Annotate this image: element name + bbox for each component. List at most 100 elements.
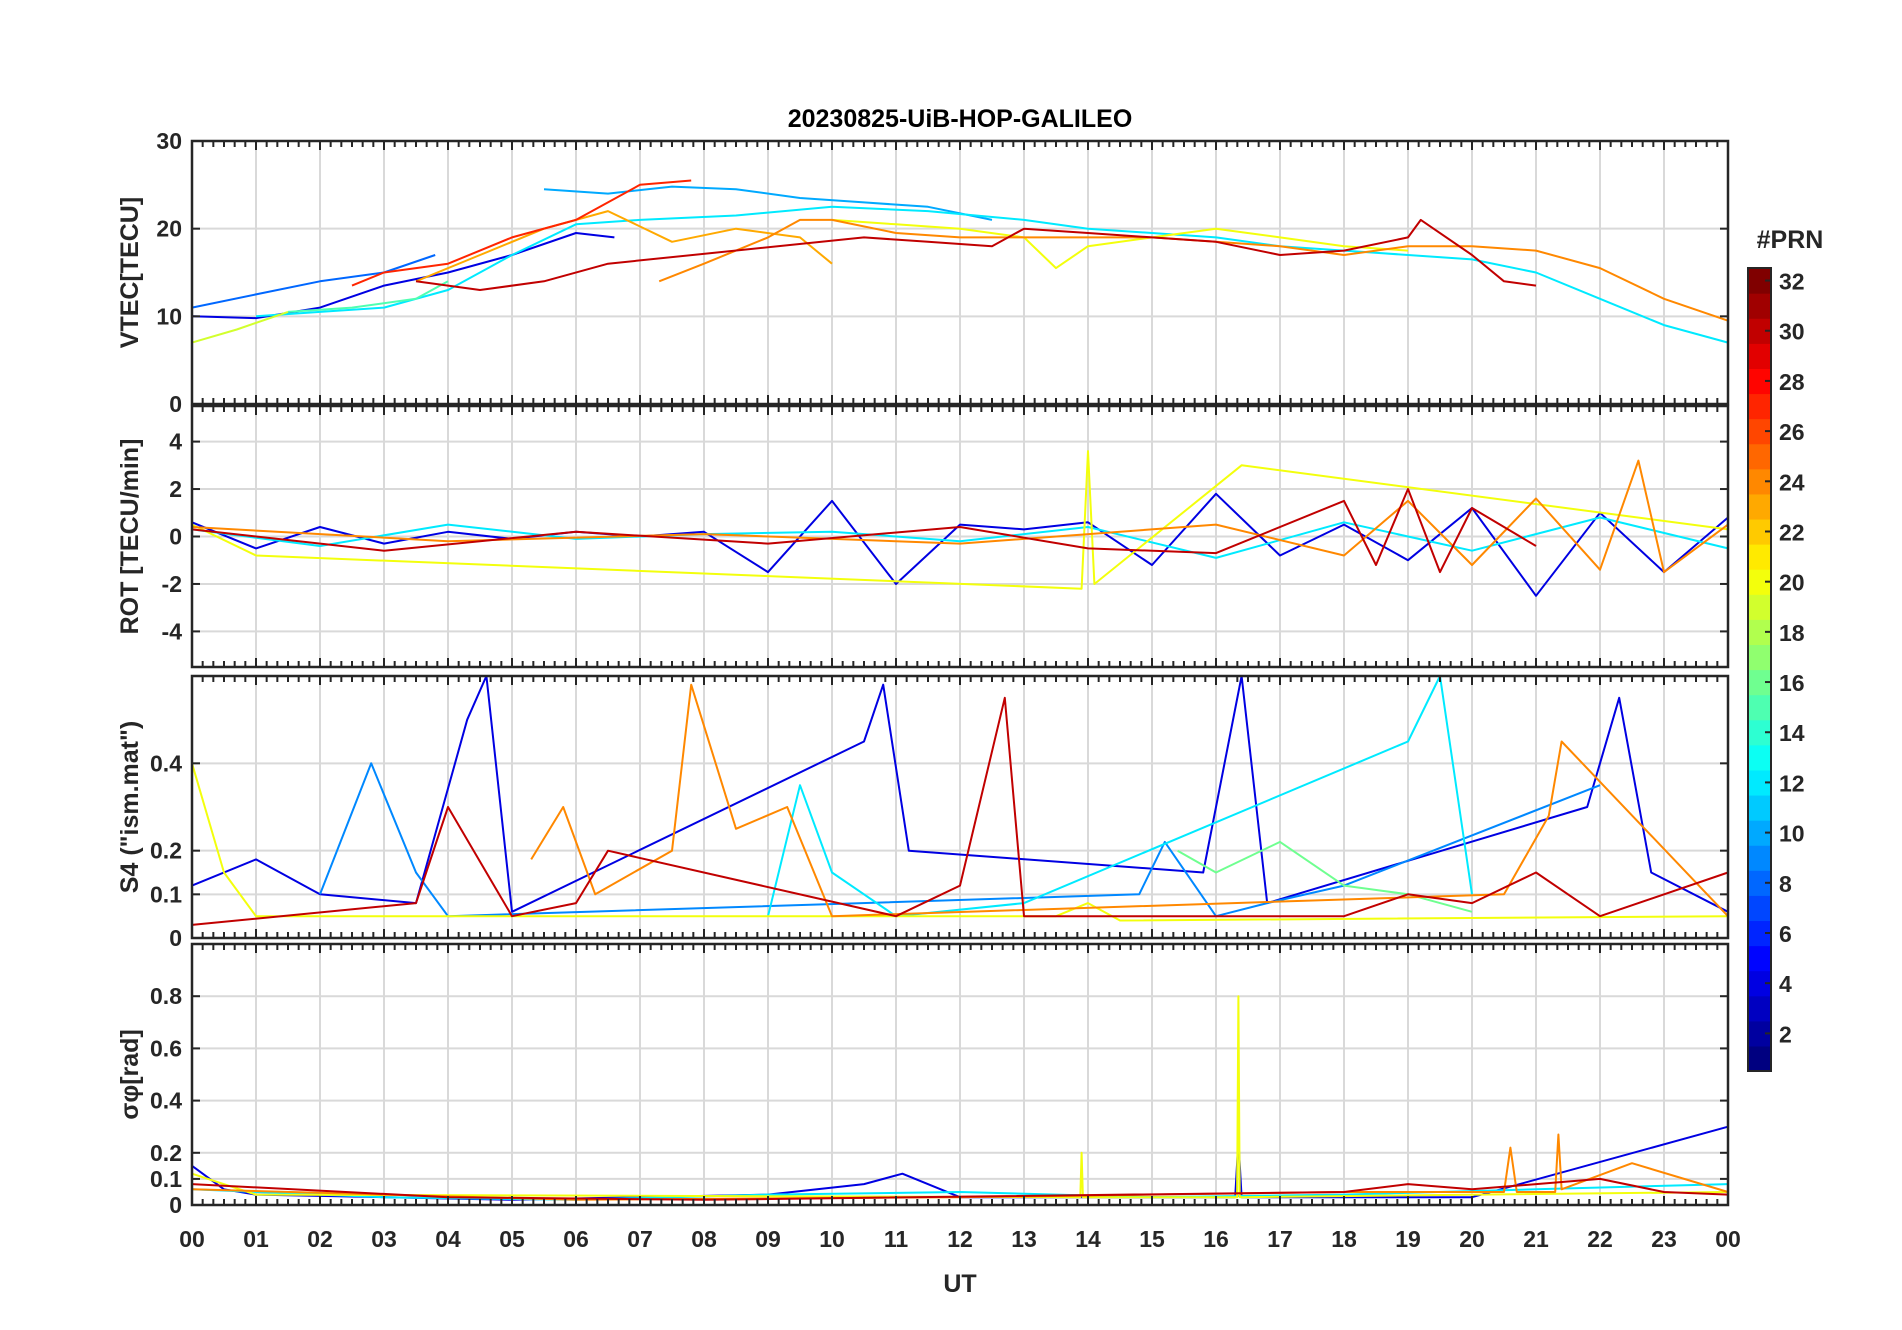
y-tick-label: 0.1 bbox=[150, 881, 182, 907]
colorbar-band bbox=[1748, 368, 1771, 395]
series-line-prn-15 bbox=[287, 280, 449, 313]
x-tick-label: 16 bbox=[1203, 1226, 1229, 1252]
series-line-prn-12 bbox=[767, 675, 1473, 918]
x-tick-label: 07 bbox=[627, 1226, 653, 1252]
x-tick-label: 11 bbox=[884, 1226, 909, 1252]
colorbar-tick-label: 24 bbox=[1779, 469, 1805, 495]
series-line-prn-10 bbox=[543, 185, 993, 221]
panel-s4: 0 0.1 0.2 0.4S4 ("ism.mat") bbox=[116, 674, 1730, 951]
colorbar-band bbox=[1748, 619, 1771, 646]
series-line-prn-9 bbox=[319, 762, 1601, 918]
x-tick-label: 05 bbox=[499, 1226, 525, 1252]
panel-sigma-phi: 00.10.2 0.4 0.6 0.8σφ[rad] bbox=[116, 942, 1730, 1218]
colorbar-tick-label: 12 bbox=[1779, 770, 1805, 796]
colorbar-tick-label: 16 bbox=[1779, 670, 1805, 696]
y-tick-label: 0 bbox=[169, 524, 182, 550]
colorbar-band bbox=[1748, 970, 1771, 997]
y-axis-label: σφ[rad] bbox=[116, 1029, 144, 1120]
y-tick-label: 2 bbox=[169, 476, 182, 502]
x-tick-label: 18 bbox=[1331, 1226, 1357, 1252]
colorbar-band bbox=[1748, 845, 1771, 871]
x-tick-label: 22 bbox=[1587, 1226, 1613, 1252]
y-tick-label: 10 bbox=[156, 303, 182, 329]
x-tick-label: 17 bbox=[1267, 1226, 1293, 1252]
y-tick-label: 0 bbox=[169, 1192, 182, 1218]
x-tick-label: 02 bbox=[307, 1226, 333, 1252]
x-tick-label: 14 bbox=[1075, 1226, 1101, 1252]
panel-rot: -4 -2 0 2 4 ROT [TECU/min] bbox=[116, 404, 1730, 669]
series-line-prn-30 bbox=[415, 218, 1537, 291]
x-tick-label: 04 bbox=[435, 1226, 461, 1252]
colorbar-tick-label: 4 bbox=[1779, 971, 1792, 997]
colorbar-tick-label: 30 bbox=[1779, 319, 1805, 345]
colorbar-tick-label: 8 bbox=[1779, 871, 1792, 897]
x-tick-label: 12 bbox=[947, 1226, 973, 1252]
colorbar-band bbox=[1748, 1045, 1771, 1072]
colorbar-band bbox=[1748, 694, 1771, 721]
colorbar-band bbox=[1748, 544, 1771, 570]
x-tick-label: 10 bbox=[819, 1226, 845, 1252]
series-line-prn-8 bbox=[191, 254, 436, 309]
series-line-prn-30 bbox=[191, 696, 1729, 926]
colorbar-band bbox=[1748, 794, 1771, 821]
colorbar-band bbox=[1748, 945, 1771, 972]
panel-vtec: 0 10 20 30 VTEC[TECU] bbox=[116, 128, 1730, 417]
colorbar-tick-label: 22 bbox=[1779, 519, 1805, 545]
y-tick-label: 0.6 bbox=[150, 1035, 182, 1061]
y-tick-label: 0.8 bbox=[150, 983, 182, 1009]
series-line-prn-4 bbox=[191, 675, 1729, 913]
y-tick-label: 0 bbox=[169, 391, 182, 417]
y-tick-label: 0.2 bbox=[150, 1140, 182, 1166]
series-line-prn-12 bbox=[191, 516, 1729, 559]
x-tick-labels: 00 01 02 03 04 05 06 07 08 09 10 11 12 13 14 15 16 17 18 19… bbox=[179, 1226, 1741, 1252]
y-tick-label: 4 bbox=[169, 429, 182, 455]
colorbar-band bbox=[1748, 493, 1771, 520]
y-tick-label: 30 bbox=[156, 128, 182, 154]
colorbar-band bbox=[1748, 744, 1771, 771]
y-tick-label: 0.2 bbox=[150, 838, 182, 864]
y-axis-label: ROT [TECU/min] bbox=[116, 439, 144, 635]
chart-title: 20230825-UiB-HOP-GALILEO bbox=[788, 105, 1133, 133]
y-tick-label: -2 bbox=[162, 571, 182, 597]
colorbar-band bbox=[1748, 268, 1771, 294]
colorbar-band bbox=[1748, 1020, 1771, 1047]
colorbar-band bbox=[1748, 769, 1771, 796]
series-line-prn-23 bbox=[415, 210, 833, 283]
colorbar-band bbox=[1748, 870, 1771, 896]
colorbar-band bbox=[1748, 443, 1771, 470]
x-tick-label: 08 bbox=[691, 1226, 717, 1252]
colorbar-band bbox=[1748, 468, 1771, 495]
series-line-prn-24 bbox=[191, 459, 1729, 574]
series-line-prn-30 bbox=[191, 488, 1537, 574]
x-tick-label: 23 bbox=[1651, 1226, 1677, 1252]
series-line-prn-20 bbox=[191, 995, 1729, 1199]
series-line-prn-20 bbox=[831, 218, 1409, 270]
series-line-prn-20 bbox=[191, 450, 1729, 590]
x-tick-label: 09 bbox=[755, 1226, 781, 1252]
colorbar-band bbox=[1748, 343, 1771, 369]
y-tick-label: 0.1 bbox=[150, 1166, 182, 1192]
y-tick-label: 0.4 bbox=[150, 1088, 182, 1114]
x-tick-label: 03 bbox=[371, 1226, 397, 1252]
y-axis-label: S4 ("ism.mat") bbox=[116, 721, 144, 893]
colorbar-frame bbox=[1747, 267, 1772, 1072]
colorbar-band bbox=[1748, 669, 1771, 696]
colorbar-tick-label: 2 bbox=[1779, 1021, 1792, 1047]
series-line-prn-12 bbox=[255, 205, 1729, 344]
colorbar-band bbox=[1748, 293, 1771, 319]
colorbar-band bbox=[1748, 518, 1771, 545]
colorbar-band bbox=[1748, 594, 1771, 620]
x-tick-label: 15 bbox=[1139, 1226, 1165, 1252]
y-tick-label: 0.4 bbox=[150, 750, 182, 776]
x-axis-label: UT bbox=[943, 1270, 976, 1298]
colorbar-band bbox=[1748, 318, 1771, 344]
x-tick-label: 00 bbox=[1715, 1226, 1741, 1252]
series-line-prn-30 bbox=[191, 1177, 1729, 1201]
colorbar-tick-label: 10 bbox=[1779, 821, 1805, 847]
colorbar-band bbox=[1748, 719, 1771, 746]
x-tick-label: 19 bbox=[1395, 1226, 1421, 1252]
colorbar-tick-label: 32 bbox=[1779, 269, 1805, 295]
x-tick-label: 20 bbox=[1459, 1226, 1485, 1252]
series-line-prn-27 bbox=[351, 179, 692, 287]
